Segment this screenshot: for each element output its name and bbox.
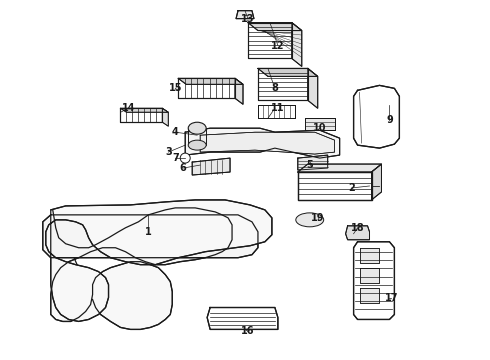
- Polygon shape: [292, 23, 302, 67]
- Polygon shape: [298, 172, 371, 200]
- Polygon shape: [188, 128, 206, 145]
- Polygon shape: [258, 105, 295, 118]
- Polygon shape: [200, 132, 335, 154]
- Polygon shape: [51, 208, 232, 329]
- Text: 3: 3: [165, 147, 172, 157]
- Polygon shape: [236, 11, 254, 19]
- Polygon shape: [248, 23, 292, 58]
- Polygon shape: [178, 78, 243, 84]
- Text: 16: 16: [241, 327, 255, 336]
- Polygon shape: [298, 164, 382, 172]
- Text: 14: 14: [122, 103, 135, 113]
- Polygon shape: [354, 85, 399, 148]
- Text: 5: 5: [306, 160, 313, 170]
- Polygon shape: [162, 108, 168, 126]
- Ellipse shape: [296, 213, 324, 227]
- Text: 15: 15: [169, 84, 182, 93]
- Text: 8: 8: [271, 84, 278, 93]
- Text: 19: 19: [311, 213, 324, 223]
- Text: 4: 4: [172, 127, 179, 137]
- Polygon shape: [235, 78, 243, 104]
- Text: 17: 17: [385, 293, 398, 302]
- Text: 1: 1: [145, 227, 152, 237]
- Text: 6: 6: [180, 163, 187, 173]
- Text: 10: 10: [313, 123, 326, 133]
- Polygon shape: [360, 268, 379, 283]
- Text: 7: 7: [172, 153, 179, 163]
- Text: 2: 2: [348, 183, 355, 193]
- Polygon shape: [248, 23, 302, 31]
- Polygon shape: [258, 68, 318, 76]
- Polygon shape: [258, 68, 308, 100]
- Circle shape: [180, 153, 190, 163]
- Ellipse shape: [188, 140, 206, 150]
- Polygon shape: [371, 164, 382, 200]
- Text: 13: 13: [241, 14, 255, 24]
- Text: 11: 11: [271, 103, 285, 113]
- Text: 9: 9: [386, 115, 393, 125]
- Polygon shape: [305, 118, 335, 130]
- Polygon shape: [121, 108, 162, 122]
- Ellipse shape: [188, 122, 206, 134]
- Polygon shape: [308, 68, 318, 108]
- Polygon shape: [185, 128, 340, 158]
- Polygon shape: [192, 158, 230, 175]
- Polygon shape: [178, 78, 235, 98]
- Polygon shape: [121, 108, 168, 112]
- Text: 18: 18: [351, 223, 365, 233]
- Text: 12: 12: [271, 41, 285, 50]
- Polygon shape: [345, 226, 369, 240]
- Polygon shape: [207, 307, 278, 329]
- Polygon shape: [360, 248, 379, 263]
- Polygon shape: [43, 215, 258, 258]
- Polygon shape: [46, 200, 272, 321]
- Polygon shape: [354, 242, 394, 319]
- Polygon shape: [360, 288, 379, 302]
- Polygon shape: [298, 155, 328, 170]
